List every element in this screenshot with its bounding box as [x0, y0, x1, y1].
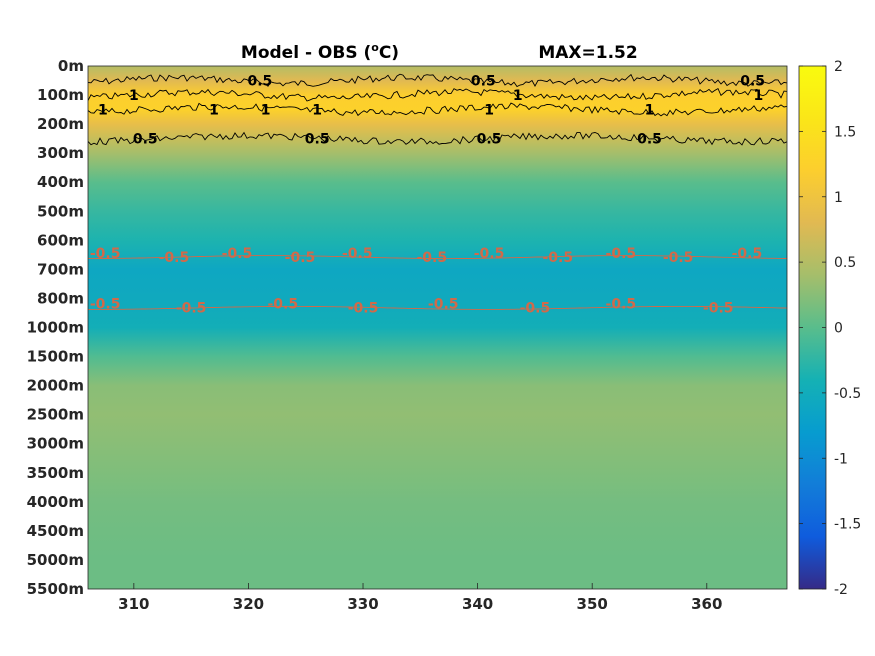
- contour-line: [88, 131, 787, 146]
- contour-label: 1: [484, 103, 494, 119]
- y-tick-label: 4000m: [27, 493, 84, 511]
- colorbar-tick-label: 2: [834, 59, 843, 75]
- y-tick-label: 3000m: [27, 435, 84, 453]
- contour-line: [88, 102, 787, 117]
- contour-label: -0.5: [176, 301, 207, 317]
- contour-label: 1: [261, 103, 271, 119]
- y-tick-label: 5500m: [27, 580, 84, 598]
- contour-label: 0.5: [471, 74, 496, 90]
- y-tick-label: 1500m: [27, 348, 84, 366]
- y-tick-label: 200m: [37, 115, 84, 133]
- contour-line: [88, 305, 787, 310]
- x-tick-label: 320: [233, 595, 264, 613]
- title-unit-superscript: o: [371, 41, 379, 54]
- x-axis: 310 320 330 340 350 360: [118, 583, 722, 613]
- colorbar-tick-label: -1: [834, 451, 848, 467]
- y-tick-label: 2000m: [27, 377, 84, 395]
- contour-label: -0.5: [159, 250, 190, 266]
- contour-label: -0.5: [267, 297, 298, 313]
- contour-label: -0.5: [222, 246, 253, 262]
- contour-line: [88, 87, 787, 102]
- y-tick-label: 400m: [37, 173, 84, 191]
- colorbar-tick-label: 0.5: [834, 255, 856, 271]
- x-tick-label: 350: [577, 595, 608, 613]
- contour-label: -0.5: [90, 297, 121, 313]
- y-tick-label: 2500m: [27, 406, 84, 424]
- contour-label: 0.5: [247, 74, 272, 90]
- contour-label: 0.5: [740, 74, 765, 90]
- contour-label: -0.5: [520, 301, 551, 317]
- y-tick-label: 100m: [37, 86, 84, 104]
- contour-line: [88, 255, 787, 260]
- contour-label: -0.5: [543, 250, 574, 266]
- y-tick-label: 4500m: [27, 522, 84, 540]
- contour-label: -0.5: [416, 250, 447, 266]
- contour-label: -0.5: [732, 246, 763, 262]
- contour-label: -0.5: [348, 301, 379, 317]
- y-tick-label: 800m: [37, 289, 84, 307]
- contour-label: 1: [312, 103, 322, 119]
- contour-label: 1: [645, 103, 655, 119]
- chart-max-label: MAX=1.52: [538, 43, 637, 63]
- x-tick-label: 330: [347, 595, 378, 613]
- colorbar-tick-label: 1: [834, 190, 843, 206]
- colorbar-ticks: 2 1.5 1 0.5 0 -0.5 -1 -1.5 -2: [799, 59, 861, 598]
- contour-label: 1: [209, 103, 219, 119]
- heatmap-field: [88, 66, 787, 589]
- y-tick-label: 3500m: [27, 464, 84, 482]
- y-axis: 0m 100m 200m 300m 400m 500m 600m 700m 800m 1000m 1…: [27, 57, 84, 598]
- contour-line: [88, 73, 787, 88]
- colorbar-tick-label: -1.5: [834, 517, 861, 533]
- y-tick-label: 300m: [37, 144, 84, 162]
- plot-frame: [87, 65, 788, 590]
- contour-labels: 0.5 0.5 0.51 1 11 1 1 1 1 10.5 0.5 0.5 0.5-0.5 -0.5 -0…: [90, 74, 765, 317]
- y-tick-label: 5000m: [27, 551, 84, 569]
- colorbar: 2 1.5 1 0.5 0 -0.5 -1 -1.5 -2: [798, 59, 861, 598]
- contour-label: -0.5: [606, 297, 637, 313]
- contour-label: 0.5: [133, 132, 158, 148]
- contour-label: 1: [129, 88, 139, 104]
- plot-area: 0.5 0.5 0.51 1 11 1 1 1 1 10.5 0.5 0.5 0.5-0.5 -0.5 -0…: [87, 65, 788, 590]
- y-tick-label: 600m: [37, 231, 84, 249]
- colorbar-tick-label: 1.5: [834, 124, 856, 140]
- contour-label: -0.5: [90, 246, 121, 262]
- colorbar-tick-label: -2: [834, 582, 848, 598]
- contour-label: 0.5: [477, 132, 502, 148]
- colorbar-tick-label: 0: [834, 321, 843, 337]
- y-tick-label: 500m: [37, 202, 84, 220]
- contour-label: -0.5: [342, 246, 373, 262]
- colorbar-tick-label: -0.5: [834, 386, 861, 402]
- chart-title: Model - OBS (oC): [241, 41, 399, 63]
- contour-label: 1: [98, 103, 108, 119]
- contour-label: -0.5: [474, 246, 505, 262]
- x-tick-label: 360: [691, 595, 722, 613]
- contour-label: 0.5: [305, 132, 330, 148]
- contour-label: -0.5: [606, 246, 637, 262]
- contour-label: -0.5: [428, 297, 459, 313]
- contour-lines: [88, 73, 787, 310]
- x-tick-label: 340: [462, 595, 493, 613]
- contour-label: 1: [753, 88, 763, 104]
- x-tick-label: 310: [118, 595, 149, 613]
- colorbar-gradient: [798, 65, 827, 590]
- contour-label: -0.5: [663, 250, 694, 266]
- y-tick-label: 0m: [58, 57, 84, 75]
- contour-label: 0.5: [637, 132, 662, 148]
- y-tick-label: 700m: [37, 260, 84, 278]
- y-tick-label: 1000m: [27, 319, 84, 337]
- contour-label: -0.5: [703, 301, 734, 317]
- contour-label: -0.5: [285, 250, 316, 266]
- contour-label: 1: [513, 88, 523, 104]
